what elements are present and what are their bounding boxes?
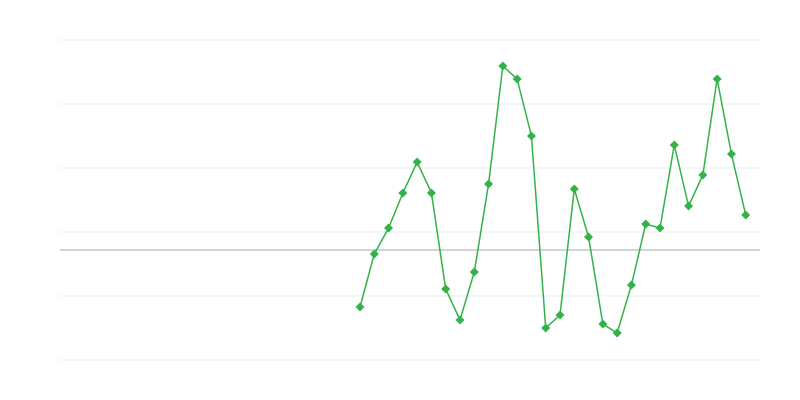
marker (441, 284, 451, 294)
marker (584, 232, 594, 242)
marker (712, 74, 722, 84)
marker (684, 201, 694, 211)
marker (626, 280, 636, 290)
marker (484, 179, 494, 189)
marker (569, 184, 579, 194)
marker (384, 223, 394, 233)
marker (526, 131, 536, 141)
marker (655, 223, 665, 233)
marker (541, 323, 551, 333)
marker (426, 188, 436, 198)
line (359, 64, 747, 335)
marker (669, 140, 679, 150)
marker (555, 310, 565, 320)
marker (698, 170, 708, 180)
marker (612, 328, 622, 338)
marker (369, 249, 379, 259)
marker (726, 149, 736, 159)
marker (469, 267, 479, 277)
marker (355, 302, 365, 312)
marker (412, 157, 422, 167)
marker (398, 188, 408, 198)
marker (498, 61, 508, 71)
marker (598, 319, 608, 329)
marker (512, 74, 522, 84)
marker (641, 219, 651, 229)
marker (741, 210, 751, 220)
marker (455, 315, 465, 325)
